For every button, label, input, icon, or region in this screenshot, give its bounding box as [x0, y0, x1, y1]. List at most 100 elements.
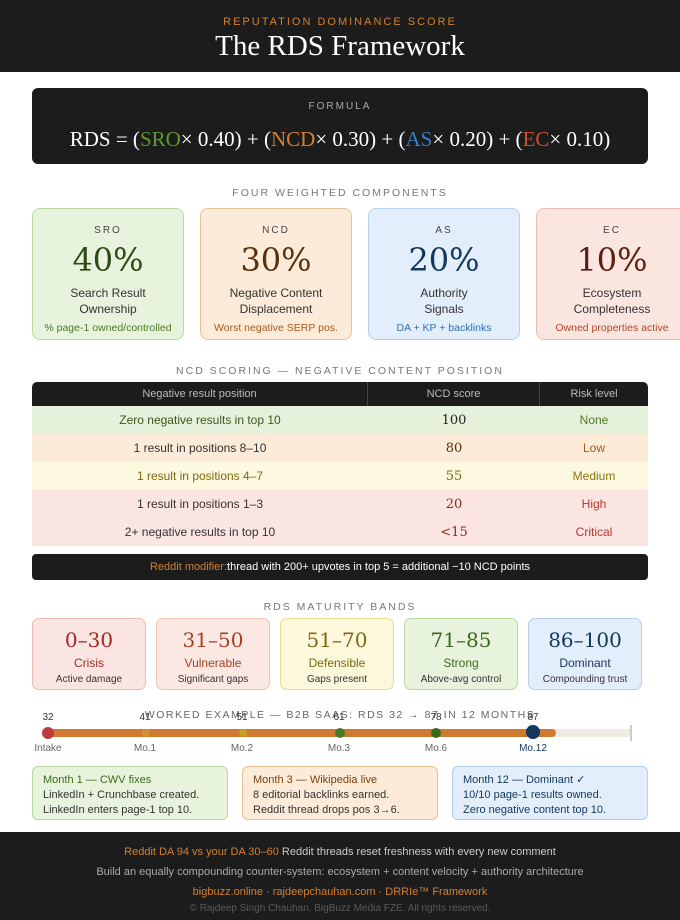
component-desc: Worst negative SERP pos.: [214, 322, 338, 334]
ncd-label: NCD SCORING — NEGATIVE CONTENT POSITION: [176, 365, 504, 377]
component-abbr: EC: [603, 225, 621, 236]
band-name: Defensible: [308, 656, 366, 670]
cell-score: 100: [441, 412, 467, 428]
component-name: Search Result Ownership: [33, 285, 183, 317]
component-card-sro: SRO 40% Search Result Ownership % page-1 …: [32, 208, 184, 340]
point-intake: [42, 727, 54, 739]
table-header: Negative result position NCD score Risk …: [32, 382, 648, 406]
cell-position: 2+ negative results in top 10: [124, 525, 276, 539]
formula-box: FORMULA RDS = (SRO× 0.40) + (NCD× 0.30) …: [32, 88, 648, 164]
timeline-endcap: [630, 725, 632, 741]
milestone-line: LinkedIn enters page-1 top 10.: [43, 804, 193, 816]
table-row: Zero negative results in top 10 100 None: [32, 406, 648, 434]
point-name: Mo.2: [230, 743, 254, 754]
timeline-progress: [48, 729, 556, 737]
point-month-1: [142, 729, 150, 737]
point-month-12: [526, 725, 540, 739]
table-row: 2+ negative results in top 10 <15 Critic…: [32, 518, 648, 546]
milestone-title: Month 1 — CWV fixes: [43, 774, 152, 786]
milestone-card-month-3: Month 3 — Wikipedia live 8 editorial bac…: [242, 766, 438, 820]
band-desc: Above-avg control: [420, 674, 502, 685]
cell-risk: Medium: [572, 469, 616, 483]
band-name: Dominant: [559, 656, 611, 670]
component-weight: 20%: [408, 241, 480, 279]
component-card-ec: EC 10% Ecosystem Completeness Owned prope…: [536, 208, 680, 340]
component-desc: % page-1 owned/controlled: [44, 322, 172, 334]
footer-copyright: © Rajdeep Singh Chauhan, BigBuzz Media F…: [189, 903, 491, 914]
column-header: Risk level: [570, 388, 618, 400]
point-name: Mo.1: [133, 743, 157, 754]
milestone-card-month-12: Month 12 — Dominant ✓ 10/10 page-1 resul…: [452, 766, 648, 820]
components-label: FOUR WEIGHTED COMPONENTS: [232, 187, 448, 199]
component-name-line: Signals: [424, 302, 464, 316]
formula-label: FORMULA: [308, 101, 372, 112]
cell-score: 80: [445, 440, 463, 456]
formula-join: + (: [493, 127, 523, 151]
footer-links[interactable]: bigbuzz.online · rajdeepchauhan.com · DR…: [192, 886, 488, 898]
band-range: 31–50: [182, 628, 244, 652]
band-vulnerable: 31–50 Vulnerable Significant gaps: [156, 618, 270, 690]
cell-risk: High: [581, 497, 607, 511]
cell-score: <15: [440, 524, 468, 540]
point-score: 61: [333, 712, 345, 723]
column-header: Negative result position: [32, 382, 368, 406]
formula-term-sro: SRO: [139, 127, 181, 151]
formula-term-as: AS: [405, 127, 433, 151]
point-month-6: [431, 728, 441, 738]
band-dominant: 86–100 Dominant Compounding trust: [528, 618, 642, 690]
formula-term-ec: EC: [522, 127, 550, 151]
component-name-line: Completeness: [573, 302, 651, 316]
ncd-table: Negative result position NCD score Risk …: [32, 382, 648, 546]
band-strong: 71–85 Strong Above-avg control: [404, 618, 518, 690]
component-weight: 40%: [72, 241, 144, 279]
footer-text: Reddit threads reset freshness with ever…: [278, 846, 556, 858]
component-name-line: Authority: [420, 286, 468, 300]
footer-line-2: Build an equally compounding counter-sys…: [96, 866, 584, 878]
component-name: Ecosystem Completeness: [537, 285, 680, 317]
formula-join: + (: [376, 127, 406, 151]
cell-position: Zero negative results in top 10: [119, 413, 281, 427]
table-row: 1 result in positions 4–7 55 Medium: [32, 462, 648, 490]
formula-join: + (: [241, 127, 271, 151]
cell-score: 20: [445, 496, 463, 512]
formula-mult-ec: × 0.10): [549, 127, 611, 151]
component-name-line: Search Result: [70, 286, 146, 300]
page-title: The RDS Framework: [215, 30, 465, 62]
point-month-3: [335, 728, 345, 738]
component-name-line: Ecosystem: [582, 286, 642, 300]
milestone-title: Month 3 — Wikipedia live: [253, 774, 378, 786]
component-abbr: NCD: [262, 225, 290, 236]
component-name-line: Displacement: [239, 302, 313, 316]
milestone-line: 10/10 page-1 results owned.: [463, 789, 602, 801]
milestone-line: LinkedIn + Crunchbase created.: [43, 789, 200, 801]
component-abbr: SRO: [94, 225, 122, 236]
point-score: 51: [236, 712, 248, 723]
header-eyebrow: REPUTATION DOMINANCE SCORE: [223, 16, 457, 28]
worked-example-label: WORKED EXAMPLE — B2B SAAS: RDS 32 → 87 I…: [144, 709, 536, 721]
point-month-2: [239, 729, 247, 737]
band-desc: Compounding trust: [542, 674, 628, 685]
formula-mult-ncd: × 0.30): [315, 127, 377, 151]
point-score: 87: [527, 712, 539, 723]
component-card-ncd: NCD 30% Negative Content Displacement Wor…: [200, 208, 352, 340]
band-crisis: 0–30 Crisis Active damage: [32, 618, 146, 690]
component-desc: DA + KP + backlinks: [396, 322, 492, 334]
footer: Reddit DA 94 vs your DA 30–60 Reddit thr…: [0, 832, 680, 920]
milestone-line: Zero negative content top 10.: [463, 804, 607, 816]
band-name: Vulnerable: [184, 656, 242, 670]
band-range: 86–100: [548, 628, 622, 652]
point-score: 41: [139, 712, 151, 723]
formula-mult-as: × 0.20): [432, 127, 494, 151]
component-name-line: Ownership: [79, 302, 137, 316]
point-name: Mo.12: [519, 743, 547, 754]
component-weight: 30%: [240, 241, 312, 279]
reddit-modifier-note: Reddit modifier:thread with 200+ upvotes…: [32, 554, 648, 580]
formula-mult-sro: × 0.40): [180, 127, 242, 151]
component-abbr: AS: [435, 225, 453, 236]
cell-position: 1 result in positions 1–3: [136, 497, 264, 511]
cell-risk: None: [579, 413, 609, 427]
milestone-title: Month 12 — Dominant ✓: [463, 774, 586, 786]
cell-risk: Critical: [575, 525, 613, 539]
band-desc: Active damage: [55, 674, 123, 685]
modifier-label: Reddit modifier:: [149, 561, 228, 573]
